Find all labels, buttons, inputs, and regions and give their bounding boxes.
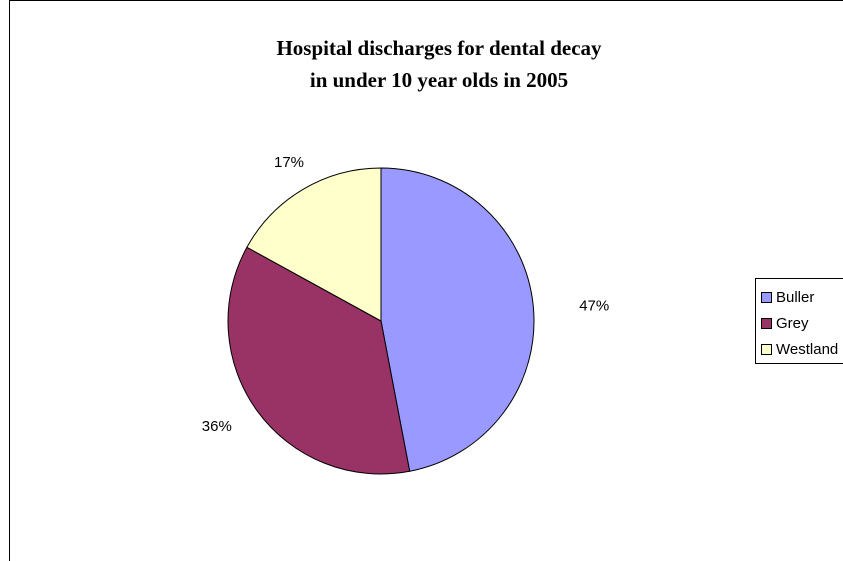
pie-slice-grey xyxy=(227,246,411,475)
legend-swatch-grey xyxy=(761,317,772,329)
legend-label-westland: Westland xyxy=(776,340,839,358)
legend-item-buller: Buller xyxy=(761,284,843,310)
pie-slice-westland xyxy=(246,167,382,322)
legend-swatch-westland xyxy=(761,343,772,355)
pct-label-westland: 17% xyxy=(274,154,304,171)
chart-legend: Buller Grey Westland xyxy=(755,278,843,364)
legend-item-westland: Westland xyxy=(761,336,843,362)
legend-label-buller: Buller xyxy=(776,288,815,306)
chart-title-line-2: in under 10 year olds in 2005 xyxy=(310,68,568,92)
pct-label-grey: 36% xyxy=(202,418,232,435)
legend-label-grey: Grey xyxy=(776,314,809,332)
legend-swatch-buller xyxy=(761,291,772,303)
legend-item-grey: Grey xyxy=(761,310,843,336)
chart-title-line-1: Hospital discharges for dental decay xyxy=(276,36,602,60)
pct-label-buller: 47% xyxy=(579,297,609,314)
pie-slice-buller xyxy=(380,167,535,472)
